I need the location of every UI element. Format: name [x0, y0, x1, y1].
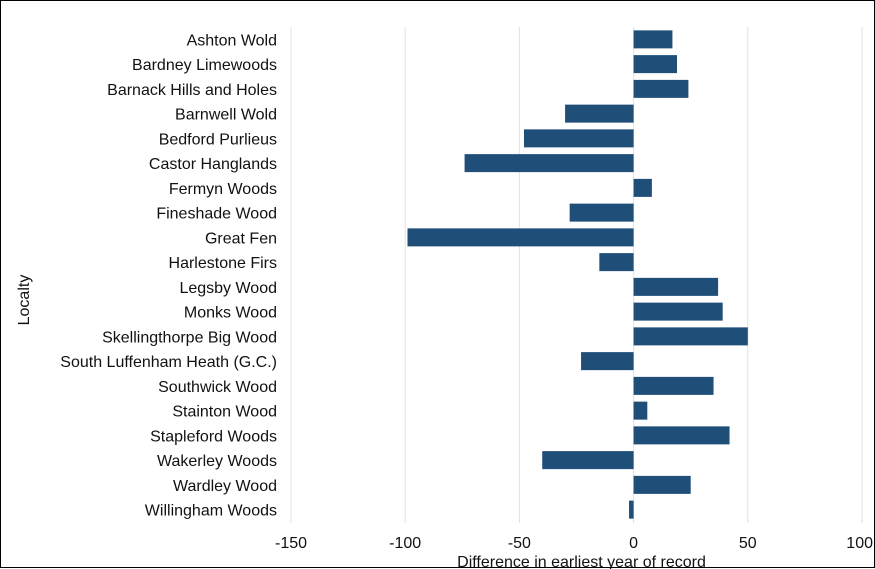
bar: [464, 154, 634, 173]
bar: [523, 129, 634, 148]
y-tick-label: Castor Hanglands: [149, 156, 277, 173]
y-tick-label: Monks Wood: [184, 305, 277, 322]
y-tick-label: Southwick Wood: [158, 379, 277, 396]
bar: [633, 79, 689, 98]
y-tick-label: Wakerley Woods: [157, 453, 277, 470]
bar: [581, 352, 634, 371]
bar: [565, 104, 634, 123]
y-tick-label: South Luffenham Heath (G.C.): [60, 354, 277, 371]
y-tick-labels: Ashton Wold Bardney Limewoods Barnack Hill…: [60, 32, 277, 519]
bar: [633, 426, 730, 445]
bar: [633, 327, 748, 346]
y-tick-label: Ashton Wold: [187, 32, 277, 49]
x-tick-label: -150: [275, 535, 307, 552]
x-tick-label: -50: [508, 535, 531, 552]
bar: [633, 475, 691, 494]
bar: [569, 203, 634, 222]
x-tick-label: 0: [629, 535, 638, 552]
y-tick-label: Stapleford Woods: [150, 428, 277, 445]
bar: [633, 401, 648, 420]
y-tick-label: Fineshade Wood: [156, 206, 277, 223]
y-tick-label: Barnack Hills and Holes: [107, 82, 277, 99]
y-tick-label: Legsby Wood: [179, 280, 277, 297]
y-tick-label: Skellingthorpe Big Wood: [102, 329, 277, 346]
y-tick-label: Harlestone Firs: [169, 255, 277, 272]
y-tick-label: Bardney Limewoods: [132, 57, 277, 74]
bar: [633, 178, 652, 197]
gridlines: [290, 27, 863, 523]
y-tick-label: Barnwell Wold: [175, 107, 277, 124]
bars: [407, 30, 748, 519]
bar: [599, 253, 634, 272]
y-tick-label: Bedford Purlieus: [159, 131, 277, 148]
x-tick-label: -100: [389, 535, 421, 552]
x-tick-labels: -150 -100 -50 0 50 100: [275, 535, 873, 552]
bar: [633, 376, 714, 395]
y-tick-label: Great Fen: [205, 230, 277, 247]
x-tick-label: 50: [739, 535, 757, 552]
x-axis-title: Difference in earliest year of record: [457, 554, 706, 569]
bar: [633, 30, 673, 49]
y-tick-label: Wardley Wood: [173, 478, 277, 495]
bar: [633, 302, 723, 321]
y-tick-label: Stainton Wood: [172, 404, 277, 421]
y-tick-label: Willingham Woods: [145, 503, 277, 520]
x-tick-label: 100: [846, 535, 873, 552]
y-axis-title: Localty: [16, 275, 33, 326]
bar: [629, 500, 634, 519]
bar: [407, 228, 634, 247]
bar: [633, 277, 719, 296]
bar: [542, 451, 634, 470]
bar: [633, 55, 677, 74]
y-tick-label: Fermyn Woods: [169, 181, 277, 198]
